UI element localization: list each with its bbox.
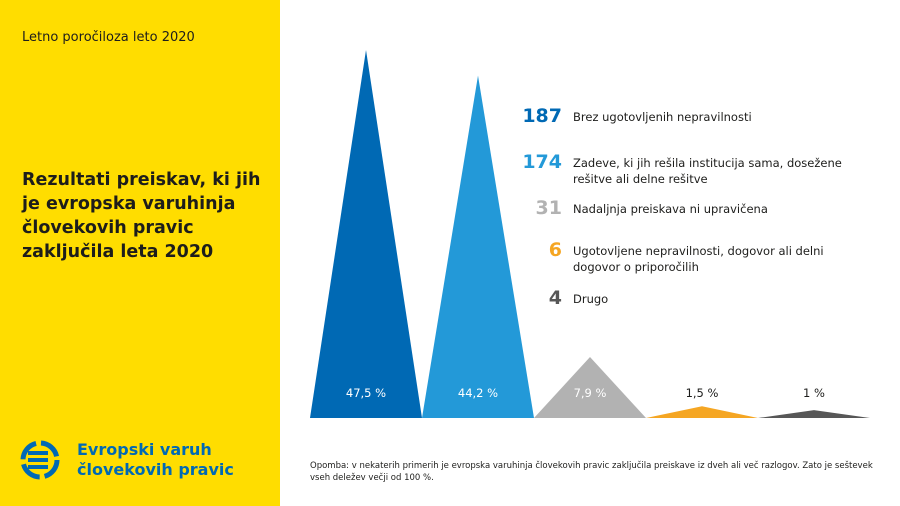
footnote: Opomba: v nekaterih primerih je evropska… bbox=[310, 461, 873, 483]
percent-label: 1,5 % bbox=[686, 386, 719, 400]
logo-line-2: človekovih pravic bbox=[77, 460, 234, 479]
legend-value: 6 bbox=[548, 239, 562, 261]
sidebar-panel bbox=[0, 0, 280, 506]
triangle-bar bbox=[646, 406, 758, 418]
report-label: Letno poročiloza leto 2020 bbox=[22, 30, 195, 45]
legend-item: 187 Brez ugotovljenih nepravilnosti bbox=[520, 106, 863, 126]
legend-value: 174 bbox=[522, 151, 562, 173]
legend-value: 4 bbox=[548, 287, 562, 309]
legend-label: Drugo bbox=[573, 292, 609, 306]
percent-label: 7,9 % bbox=[574, 386, 607, 400]
legend-label: Ugotovljene nepravilnosti, dogovor ali d… bbox=[573, 244, 824, 274]
legend-item: 4 Drugo bbox=[520, 288, 863, 308]
legend-item: 174 Zadeve, ki jih rešila institucija sam… bbox=[520, 152, 863, 187]
legend-value: 187 bbox=[522, 105, 562, 127]
triangle-bar bbox=[534, 356, 646, 418]
ombudsman-logo-icon bbox=[20, 440, 60, 480]
legend-value: 31 bbox=[535, 197, 562, 219]
percent-label: 44,2 % bbox=[458, 386, 498, 400]
legend-label: Brez ugotovljenih nepravilnosti bbox=[573, 110, 752, 124]
logo-text: Evropski varuh človekovih pravic bbox=[77, 440, 234, 480]
triangle-bar bbox=[758, 410, 870, 418]
triangle-bar bbox=[422, 75, 534, 418]
legend-item: 31 Nadaljnja preiskava ni upravičena bbox=[520, 198, 863, 218]
legend-label: Nadaljnja preiskava ni upravičena bbox=[573, 202, 768, 216]
percent-label: 47,5 % bbox=[346, 386, 386, 400]
legend-label: Zadeve, ki jih rešila institucija sama, … bbox=[573, 156, 842, 186]
logo-line-1: Evropski varuh bbox=[77, 440, 212, 459]
triangle-chart: 47,5 % 44,2 % 7,9 % 1,5 % 1 % bbox=[310, 50, 870, 418]
percent-label: 1 % bbox=[803, 386, 825, 400]
triangle-bar bbox=[310, 50, 422, 418]
page-title: Rezultati preiskav, ki jih je evropska v… bbox=[22, 170, 261, 262]
legend-item: 6 Ugotovljene nepravilnosti, dogovor ali … bbox=[520, 240, 863, 275]
